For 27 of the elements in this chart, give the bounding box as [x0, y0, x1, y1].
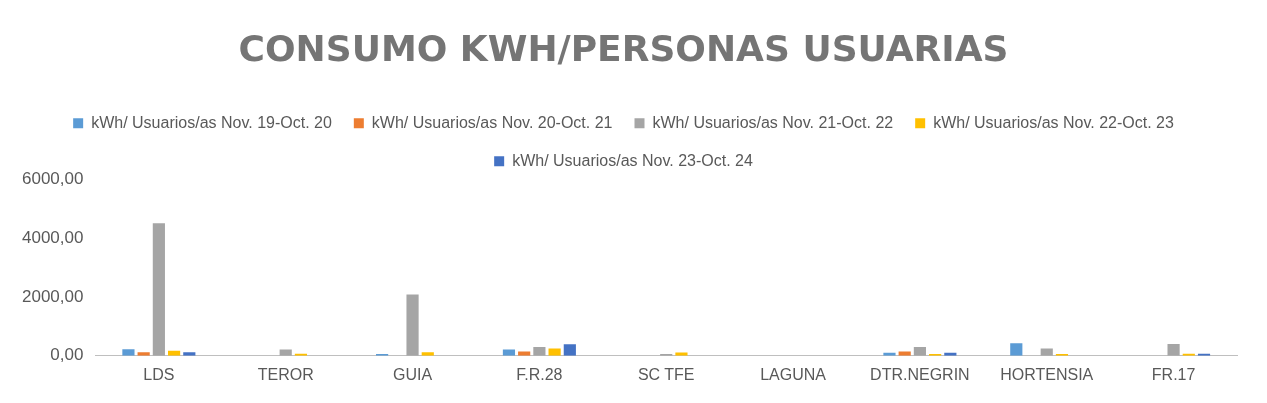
bar: [406, 294, 419, 356]
x-tick-label: GUIA: [392, 365, 433, 383]
x-tick-label: HORTENSIA: [1000, 365, 1094, 383]
chart-title: CONSUMO KWH/PERSONAS USUARIAS: [238, 27, 1009, 69]
legend-label: kWh/ Usuarios/as Nov. 19-Oct. 20: [91, 113, 332, 131]
x-tick-label: F.R.28: [516, 365, 563, 383]
bar: [548, 348, 561, 356]
bar: [1010, 343, 1023, 356]
y-tick-label: 0,00: [50, 345, 84, 365]
legend-label: kWh/ Usuarios/as Nov. 23-Oct. 24: [512, 151, 753, 169]
y-tick-label: 6000,00: [22, 168, 84, 188]
bar: [1167, 344, 1180, 356]
bar: [1040, 348, 1053, 356]
legend-label: kWh/ Usuarios/as Nov. 22-Oct. 23: [933, 113, 1174, 131]
x-tick-label: TEROR: [257, 365, 314, 383]
x-tick-label: FR.17: [1151, 365, 1196, 383]
bar: [122, 349, 135, 356]
y-tick-label: 2000,00: [22, 286, 84, 306]
bar: [152, 223, 165, 356]
bar: [563, 344, 576, 356]
y-tick-label: 4000,00: [22, 227, 84, 247]
legend-label: kWh/ Usuarios/as Nov. 20-Oct. 21: [371, 113, 613, 131]
x-tick-label: SC TFE: [637, 365, 695, 383]
x-tick-label: DTR.NEGRIN: [870, 365, 970, 383]
x-tick-label: LAGUNA: [760, 365, 827, 383]
legend-label: kWh/ Usuarios/as Nov. 21-Oct. 22: [652, 113, 894, 131]
x-tick-label: LDS: [143, 365, 175, 383]
